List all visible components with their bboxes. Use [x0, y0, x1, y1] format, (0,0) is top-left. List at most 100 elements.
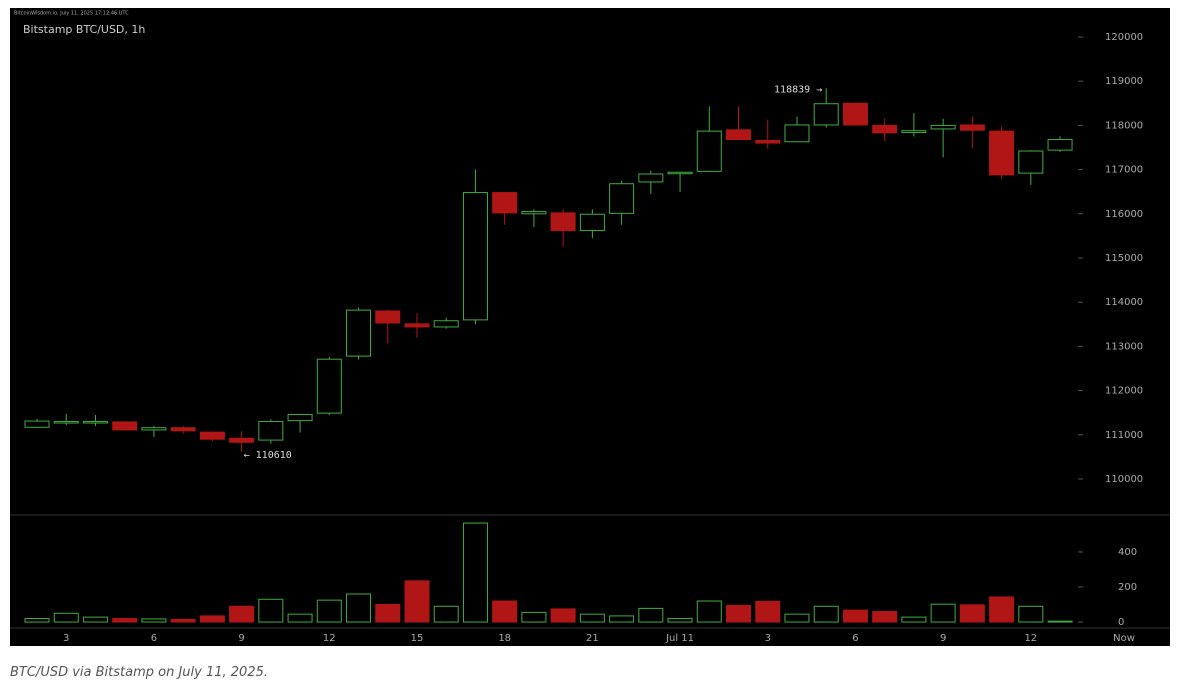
candle-body — [462, 192, 488, 321]
candle-body — [930, 124, 956, 130]
volume-bar — [404, 580, 430, 623]
y-tick-label: 116000 — [1105, 209, 1143, 220]
volume-bar — [258, 598, 284, 623]
candle-body — [492, 192, 518, 214]
candle-body — [258, 421, 284, 441]
chart: BitcoinWisdom.io, July 11, 2025 17:12:46… — [10, 8, 1170, 646]
candle-body — [24, 420, 50, 428]
x-tick-label: Jul 11 — [665, 633, 694, 644]
volume-bar — [959, 604, 985, 623]
volume-bar — [784, 613, 810, 623]
candle-body — [784, 124, 810, 143]
candle-body — [959, 124, 985, 131]
volume-bar — [316, 599, 342, 623]
caption: BTC/USD via Bitstamp on July 11, 2025. — [10, 665, 269, 680]
volume-bar — [667, 618, 693, 623]
candle-body — [638, 173, 664, 183]
x-tick-label: 6 — [151, 633, 157, 644]
y-tick-label: 119000 — [1105, 76, 1143, 87]
volume-bar — [521, 611, 547, 623]
candle-body — [1018, 150, 1044, 174]
volume-bar — [170, 618, 196, 623]
x-tick-label: 9 — [238, 633, 244, 644]
x-tick-label: 18 — [498, 633, 511, 644]
volume-bar — [579, 613, 605, 623]
candle-body — [1047, 139, 1073, 151]
volume-bar — [433, 605, 459, 623]
chart-title: Bitstamp BTC/USD, 1h — [23, 23, 145, 36]
candle-body — [170, 427, 196, 432]
header-text: BitcoinWisdom.io, July 11, 2025 17:12:46… — [14, 11, 129, 17]
y-tick-label: 120000 — [1105, 32, 1143, 43]
volume-bar — [492, 600, 518, 623]
volume-bar — [375, 604, 401, 623]
volume-bar — [638, 607, 664, 623]
candle-body — [901, 130, 927, 133]
volume-bar — [82, 616, 108, 623]
y-tick-label: 113000 — [1105, 341, 1143, 352]
volume-bar — [609, 615, 635, 623]
volume-bar — [112, 618, 138, 623]
x-now-label: Now — [1113, 633, 1135, 644]
volume-bar — [346, 593, 372, 623]
candle-body — [404, 323, 430, 328]
y-tick-label: 112000 — [1105, 386, 1143, 397]
y-tick-label: 115000 — [1105, 253, 1143, 264]
candle-body — [872, 124, 898, 134]
x-tick-label: 21 — [586, 633, 599, 644]
candle-body — [375, 310, 401, 324]
candle-body — [696, 130, 722, 172]
candle-body — [287, 413, 313, 422]
volume-bar — [696, 600, 722, 623]
price-annotation: ← 110610 — [244, 450, 292, 461]
x-tick-label: 9 — [940, 633, 946, 644]
x-tick-label: 15 — [411, 633, 424, 644]
candle-body — [989, 130, 1015, 176]
volume-bar — [755, 600, 781, 623]
volume-bar — [1047, 620, 1073, 623]
candle-body — [609, 183, 635, 214]
candle-body — [229, 437, 255, 443]
volume-bar — [462, 522, 488, 623]
volume-bar — [726, 604, 752, 623]
price-annotation: 118839 → — [774, 84, 822, 95]
candle-body — [667, 171, 693, 175]
y-tick-label: 111000 — [1105, 430, 1143, 441]
x-tick-label: 3 — [63, 633, 69, 644]
candle-body — [346, 309, 372, 357]
volume-bar — [930, 603, 956, 623]
volume-tick-label: 200 — [1118, 582, 1137, 593]
x-tick-label: 3 — [765, 633, 771, 644]
candle-body — [199, 431, 225, 440]
volume-bar — [229, 605, 255, 623]
volume-bar — [901, 616, 927, 623]
y-tick-label: 114000 — [1105, 297, 1143, 308]
x-tick-label: 12 — [1024, 633, 1037, 644]
candle-body — [141, 427, 167, 431]
volume-bar — [989, 596, 1015, 623]
y-tick-label: 110000 — [1105, 474, 1143, 485]
candle-body — [755, 139, 781, 144]
candle-body — [521, 211, 547, 215]
volume-bar — [287, 613, 313, 623]
candle-body — [813, 103, 839, 126]
volume-bar — [550, 608, 576, 623]
candle-body — [726, 129, 752, 141]
volume-bar — [53, 612, 79, 623]
volume-tick-label: 0 — [1118, 617, 1124, 628]
volume-bar — [813, 605, 839, 623]
candle-body — [579, 213, 605, 232]
volume-bar — [872, 611, 898, 623]
volume-bar — [24, 618, 50, 623]
candle-body — [842, 102, 868, 126]
chart-background — [10, 8, 1170, 646]
candle-body — [112, 421, 138, 431]
candle-body — [53, 421, 79, 424]
volume-bar — [199, 615, 225, 623]
candle-body — [550, 212, 576, 232]
volume-bar — [1018, 605, 1044, 623]
y-tick-label: 117000 — [1105, 165, 1143, 176]
volume-bar — [842, 609, 868, 623]
x-tick-label: 6 — [852, 633, 858, 644]
